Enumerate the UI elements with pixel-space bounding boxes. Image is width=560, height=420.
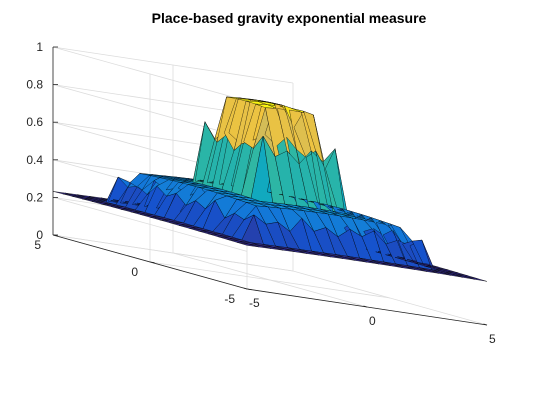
y-tick-mark [52,234,58,237]
grid-line [52,234,294,272]
grid-line [149,261,391,299]
y-tick-label: 5 [34,238,41,252]
z-tick-label: 0.8 [26,78,43,92]
x-tick-mark [243,287,248,290]
y-tick-label: 0 [131,265,138,279]
x-tick-mark [363,305,368,308]
z-tick-label: 0.4 [26,153,43,167]
z-tick-label: 0 [36,228,43,242]
chart-title: Place-based gravity exponential measure [152,10,427,26]
axis-ticks: 00.20.40.60.81-505-505 [26,40,496,346]
y-tick-label: -5 [224,292,235,306]
y-tick-mark [149,261,155,264]
z-tick-label: 0.2 [26,190,43,204]
surface-plot [52,96,488,282]
z-tick-label: 1 [36,40,43,54]
z-tick-label: 0.6 [26,115,43,129]
x-tick-label: -5 [249,296,260,310]
x-tick-label: 0 [369,314,376,328]
y-tick-mark [246,288,252,291]
surface-patch [465,276,488,282]
surface-patch [52,191,75,196]
x-tick-label: 5 [489,332,496,346]
x-tick-mark [483,323,488,326]
